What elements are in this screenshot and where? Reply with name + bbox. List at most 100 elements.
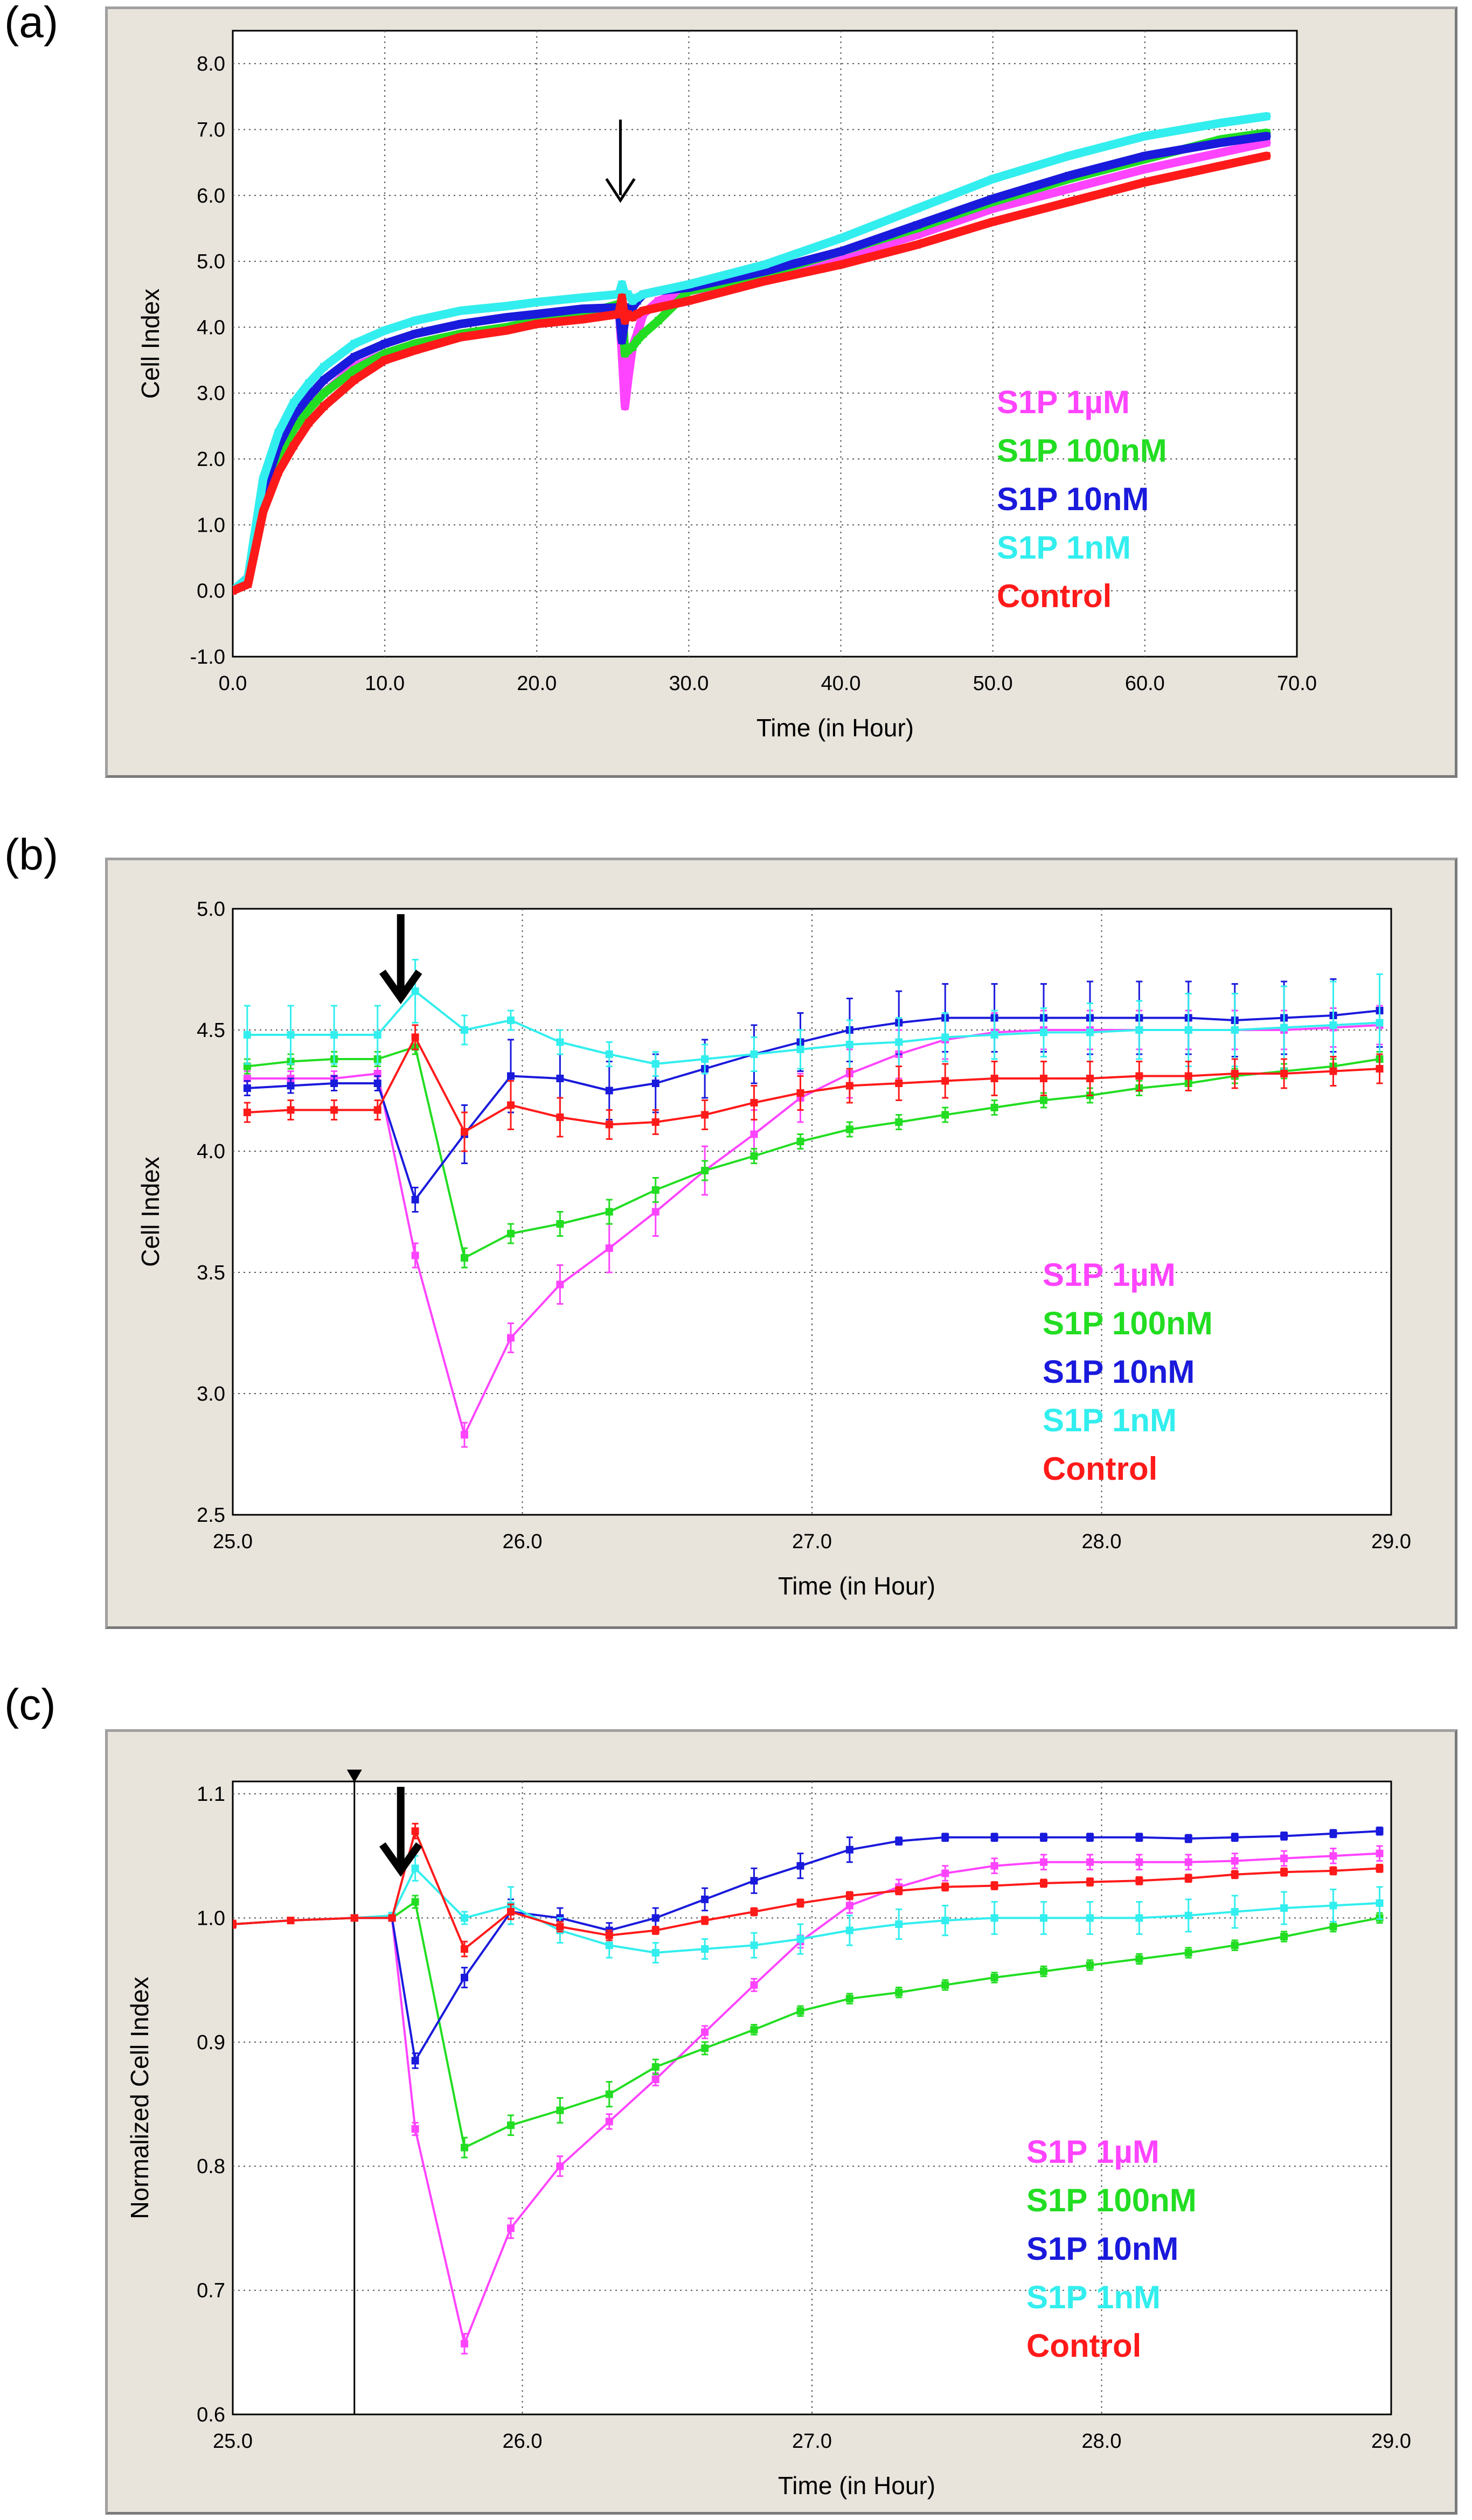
chart-c-data-point	[556, 2162, 564, 2170]
chart-a-data-point	[381, 340, 389, 347]
chart-c-data-point	[1184, 1874, 1192, 1882]
chart-a-xtick-label: 30.0	[669, 672, 709, 695]
chart-c-ytick-label: 1.0	[197, 1907, 225, 1930]
chart-c-data-point	[990, 1974, 998, 1982]
chart-b-data-point	[941, 1033, 949, 1041]
chart-a-data-point	[655, 287, 662, 295]
chart-a-data-point	[1065, 172, 1073, 180]
chart-b-ytick-label: 4.5	[197, 1019, 225, 1042]
chart-a-data-point	[837, 247, 845, 255]
chart-panel-a: 0.0 10.0 20.0 30.0 40.0 50.0 60.0 70.0 -1.0 0.0 1.…	[105, 6, 1457, 778]
chart-a-data-point	[618, 294, 626, 302]
chart-c-xlabel: Time (in Hour)	[778, 2472, 935, 2500]
chart-b-data-point	[330, 1031, 338, 1039]
chart-b-ytick-label: 4.0	[197, 1140, 225, 1163]
chart-b-arrow-head	[379, 969, 422, 1005]
chart-c-data-point	[941, 1917, 949, 1925]
chart-b-data-point	[990, 1031, 998, 1039]
chart-a-data-point	[1217, 149, 1225, 157]
chart-a-data-point	[457, 307, 465, 315]
chart-b-data-point	[507, 1230, 515, 1237]
chart-b-xlabel: Time (in Hour)	[778, 1572, 935, 1600]
chart-c-data-point	[605, 1931, 613, 1939]
chart-a-data-point	[320, 363, 328, 371]
chart-c-data-point	[1280, 1854, 1288, 1862]
chart-b-data-point	[1231, 1070, 1239, 1077]
chart-b-data-point	[243, 1084, 251, 1092]
chart-panel-c: 25.0 26.0 27.0 28.0 29.0 0.6 0.7 0.8 0.9 1.0 1.1 Ti…	[105, 1729, 1457, 2515]
chart-c-data-point	[651, 1914, 659, 1922]
chart-c-data-point	[651, 2075, 659, 2083]
chart-c-data-point	[1135, 1955, 1143, 1963]
chart-b-data-point	[605, 1120, 613, 1129]
chart-a-data-point	[615, 310, 623, 318]
chart-b-ytick-label: 3.5	[197, 1262, 225, 1284]
chart-c-data-point	[605, 2090, 613, 2098]
chart-c-data-point	[701, 1917, 709, 1925]
chart-c-data-point	[1329, 1829, 1337, 1837]
chart-c-data-point	[233, 1920, 237, 1928]
chart-c-data-point	[556, 1923, 564, 1931]
chart-b-data-point	[287, 1031, 295, 1039]
chart-c-ylabel: Normalized Cell Index	[126, 1977, 154, 2219]
chart-a-legend-item: S1P 1µM	[997, 384, 1130, 420]
chart-c-data-point	[1231, 1857, 1239, 1865]
chart-a-data-point	[1217, 138, 1225, 147]
chart-b-data-point	[1280, 1024, 1288, 1032]
chart-a-series-group	[233, 112, 1271, 595]
chart-a-data-point	[578, 315, 586, 323]
chart-a-data-point	[233, 587, 237, 595]
chart-b-data-point	[845, 1082, 853, 1090]
chart-c-data-point	[701, 2028, 709, 2036]
chart-b-ylabel: Cell Index	[136, 1157, 164, 1267]
chart-c-data-point	[1086, 1833, 1094, 1841]
chart-c-data-point	[461, 1914, 468, 1922]
chart-b-data-point	[796, 1138, 804, 1145]
chart-a-data-point	[1262, 113, 1270, 121]
chart-c-data-point	[845, 1846, 853, 1854]
chart-c-legend-item: Control	[1026, 2328, 1141, 2364]
chart-b-data-point	[411, 1251, 419, 1259]
chart-c-data-point	[1329, 1852, 1337, 1860]
chart-b-data-point	[1040, 1096, 1047, 1104]
chart-b-data-point	[990, 1075, 998, 1082]
chart-c-data-point	[895, 1837, 903, 1845]
chart-c-data-point	[845, 1926, 853, 1934]
chart-a-data-point	[274, 429, 282, 437]
chart-a-xtick-label: 40.0	[821, 672, 861, 695]
chart-a-data-point	[1262, 132, 1270, 140]
chart-c-data-point	[1184, 1948, 1192, 1957]
chart-a-data-point	[618, 336, 626, 344]
chart-a-legend-item: S1P 100nM	[997, 433, 1167, 469]
chart-a-xtick-label: 20.0	[517, 672, 557, 695]
chart-a-data-point	[381, 326, 389, 335]
chart-c-data-point	[411, 1827, 419, 1835]
chart-b-svg: 25.0 26.0 27.0 28.0 29.0 2.5 3.0 3.5 4.0 4.5 5.0 Ti…	[136, 898, 1411, 1600]
chart-b-data-point	[796, 1089, 804, 1097]
chart-a-data-point	[655, 317, 662, 325]
chart-b-ytick-label: 2.5	[197, 1504, 225, 1527]
chart-a-data-point	[320, 402, 328, 410]
chart-b-data-point	[605, 1050, 613, 1058]
chart-c-data-point	[605, 2118, 613, 2126]
chart-c-data-point	[1135, 1858, 1143, 1866]
chart-b-data-point	[507, 1334, 515, 1342]
chart-a-data-point	[1217, 119, 1225, 127]
chart-c-xtick-label: 28.0	[1082, 2430, 1122, 2453]
chart-a-data-point	[633, 336, 641, 344]
chart-a-svg: 0.0 10.0 20.0 30.0 40.0 50.0 60.0 70.0 -1.0 0.0 1.…	[136, 30, 1317, 742]
chart-b-data-point	[1329, 1067, 1337, 1075]
chart-a-data-point	[1217, 162, 1225, 170]
chart-a-legend-item: S1P 10nM	[997, 481, 1149, 517]
chart-a-legend-item: Control	[997, 578, 1112, 614]
chart-c-arrow-head	[379, 1842, 422, 1877]
chart-a-xtick-label: 50.0	[973, 672, 1013, 695]
chart-b-data-point	[243, 1031, 251, 1039]
chart-a-ytick-label: 8.0	[197, 53, 225, 75]
chart-a-data-point	[655, 303, 662, 311]
chart-c-data-point	[287, 1917, 295, 1925]
chart-b-data-point	[1040, 1075, 1047, 1082]
chart-a-data-point	[305, 419, 313, 427]
chart-a-data-point	[629, 303, 637, 311]
chart-b-data-point	[556, 1038, 564, 1046]
